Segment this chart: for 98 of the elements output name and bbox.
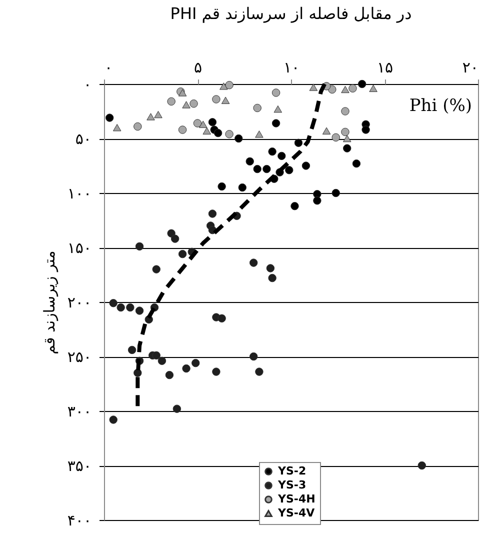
legend-label: YS-2 bbox=[277, 464, 306, 478]
point bbox=[208, 210, 217, 218]
legend-label: YS-4H bbox=[277, 492, 316, 506]
point bbox=[268, 274, 276, 282]
point bbox=[165, 370, 174, 380]
x-tick-label: ۲۰ bbox=[462, 58, 478, 76]
point bbox=[128, 346, 136, 354]
x-tick-label: ۱۰ bbox=[283, 58, 300, 76]
x-tick-label: ۰ bbox=[104, 58, 113, 76]
point bbox=[208, 118, 217, 126]
y-axis-title: متر زیرسازند قم bbox=[40, 250, 58, 354]
point bbox=[332, 133, 340, 142]
point bbox=[158, 356, 166, 365]
point bbox=[253, 104, 262, 112]
point bbox=[272, 119, 280, 128]
y-tick-label: ۰ bbox=[83, 76, 92, 94]
point bbox=[238, 183, 247, 192]
y-tick-label: ۴۰۰ bbox=[67, 512, 92, 530]
x-tick-label: ۵ bbox=[194, 58, 202, 76]
point bbox=[182, 364, 190, 373]
point bbox=[220, 82, 228, 90]
y-tick-label: ۵۰ bbox=[75, 130, 92, 148]
point bbox=[214, 128, 222, 138]
point bbox=[178, 126, 187, 134]
point bbox=[105, 114, 114, 122]
point bbox=[342, 144, 352, 152]
y-tick-label: ۱۰۰ bbox=[67, 184, 92, 202]
point bbox=[225, 80, 234, 90]
point bbox=[278, 152, 286, 160]
point bbox=[218, 182, 226, 191]
point bbox=[294, 138, 303, 147]
point bbox=[152, 351, 160, 360]
point bbox=[313, 196, 322, 205]
point bbox=[249, 258, 258, 267]
point bbox=[154, 110, 162, 118]
point bbox=[342, 134, 352, 142]
point bbox=[302, 162, 310, 170]
point bbox=[109, 416, 118, 424]
point bbox=[362, 126, 370, 134]
point bbox=[255, 130, 264, 138]
point bbox=[268, 147, 276, 156]
point bbox=[134, 122, 142, 131]
point bbox=[146, 113, 155, 120]
point bbox=[272, 88, 280, 97]
point bbox=[126, 303, 134, 312]
chart-title: PHI در مقابل فاصله از سرسازند قم bbox=[170, 4, 412, 23]
point bbox=[198, 120, 208, 128]
point bbox=[274, 105, 282, 113]
point bbox=[249, 352, 258, 361]
point bbox=[192, 358, 200, 368]
point bbox=[152, 265, 160, 274]
y-tick-label: ۳۵۰ bbox=[67, 457, 92, 475]
point bbox=[418, 461, 426, 470]
point bbox=[369, 84, 378, 92]
point bbox=[309, 84, 318, 91]
y-tick-label: ۱۵۰ bbox=[67, 239, 92, 257]
point bbox=[341, 128, 350, 136]
point bbox=[178, 250, 187, 258]
point bbox=[172, 404, 182, 413]
point bbox=[322, 127, 331, 134]
y-tick-label: ۳۰۰ bbox=[67, 402, 92, 420]
point bbox=[290, 202, 299, 210]
y-tick-label: ۲۰۰ bbox=[67, 294, 92, 312]
point bbox=[134, 368, 142, 377]
point bbox=[341, 107, 350, 116]
point bbox=[221, 96, 230, 104]
point bbox=[352, 159, 361, 168]
point bbox=[116, 303, 125, 312]
legend-label: YS-4V bbox=[277, 506, 316, 520]
point bbox=[135, 306, 144, 315]
point bbox=[212, 368, 220, 376]
point bbox=[212, 95, 220, 104]
point bbox=[112, 124, 122, 132]
point bbox=[253, 164, 262, 174]
point bbox=[262, 164, 271, 174]
legend-label: YS-3 bbox=[277, 478, 306, 492]
point bbox=[190, 100, 198, 108]
point bbox=[358, 80, 366, 88]
point bbox=[225, 130, 234, 138]
x-tick-label: ۱۵ bbox=[376, 58, 394, 76]
point bbox=[255, 368, 264, 376]
point bbox=[332, 188, 340, 198]
point bbox=[135, 242, 144, 251]
point bbox=[348, 84, 357, 92]
y-tick-label: ۲۵۰ bbox=[67, 348, 92, 366]
point bbox=[193, 119, 202, 128]
point bbox=[170, 234, 180, 243]
point bbox=[234, 134, 243, 143]
point bbox=[167, 97, 176, 106]
point bbox=[202, 127, 211, 134]
point bbox=[109, 298, 118, 308]
point bbox=[218, 314, 226, 322]
point bbox=[246, 157, 254, 166]
annotation: Phi (%) bbox=[409, 96, 472, 116]
point bbox=[266, 264, 275, 272]
point bbox=[182, 101, 190, 108]
point bbox=[341, 86, 350, 94]
point bbox=[285, 166, 294, 174]
